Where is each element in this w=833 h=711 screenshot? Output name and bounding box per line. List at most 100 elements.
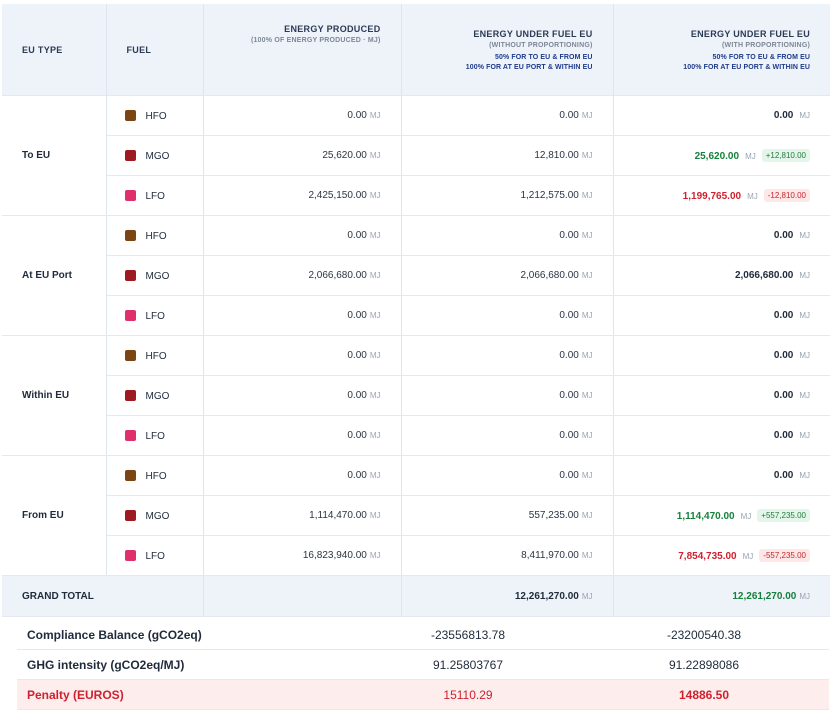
table-row: MGO 0.00 MJ 0.00 MJ 0.00 MJ [2, 375, 830, 416]
fuel-label: MGO [145, 150, 170, 162]
table-row: To EU HFO 0.00 MJ 0.00 MJ 0.00 MJ [2, 95, 830, 216]
energy-produced-value: 0.00 [347, 310, 367, 321]
energy-without-value: 2,066,680.00 [520, 270, 579, 281]
fuel-label: HFO [145, 230, 167, 242]
unit-label: MJ [369, 551, 381, 560]
unit-label: MJ [581, 271, 593, 280]
energy-with-cell: 2,066,680.00 MJ [613, 255, 830, 296]
grand-total-label: GRAND TOTAL [2, 575, 204, 617]
energy-produced-cell: 0.00 MJ [203, 335, 402, 376]
header-without-title: ENERGY UNDER FUEL EU [473, 28, 593, 39]
fuel-cell: LFO [106, 415, 204, 456]
table-row: Within EU HFO 0.00 MJ 0.00 MJ 0.00 MJ [2, 335, 830, 456]
unit-label: MJ [581, 311, 593, 320]
table-row: LFO 0.00 MJ 0.00 MJ 0.00 MJ [2, 415, 830, 456]
grand-total-row: GRAND TOTAL 12,261,270.00 MJ 12,261,270.0… [2, 575, 830, 617]
grand-total-with-value: 12,261,270.00 [732, 590, 797, 602]
energy-without-cell: 0.00 MJ [401, 375, 614, 416]
unit-label: MJ [581, 111, 593, 120]
unit-label: MJ [799, 391, 810, 400]
unit-label: MJ [369, 471, 381, 480]
energy-produced-value: 0.00 [347, 470, 367, 481]
energy-without-value: 0.00 [559, 230, 579, 241]
unit-label: MJ [581, 471, 593, 480]
header-energy-with: ENERGY UNDER FUEL EU (WITH PROPORTIONING… [613, 4, 830, 96]
fuel-color-swatch [124, 349, 136, 361]
energy-with-value: 7,854,735.00 [678, 551, 737, 562]
energy-without-cell: 12,810.00 MJ [401, 135, 614, 176]
unit-label: MJ [581, 231, 593, 240]
energy-produced-cell: 2,425,150.00 MJ [203, 175, 402, 216]
header-produced-sub: (100% OF ENERGY PRODUCED · MJ) [250, 37, 381, 44]
summary-body: Compliance Balance (gCO2eq) -23556813.78-… [17, 620, 829, 710]
unit-label: MJ [799, 311, 810, 320]
energy-produced-cell: 25,620.00 MJ [203, 135, 402, 176]
header-with-note2: 100% FOR AT EU PORT & WITHIN EU [683, 63, 810, 71]
energy-produced-cell: 0.00 MJ [203, 215, 402, 256]
energy-produced-cell: 0.00 MJ [203, 375, 402, 416]
energy-produced-value: 0.00 [347, 390, 367, 401]
energy-produced-value: 2,066,680.00 [308, 270, 367, 281]
fuel-color-swatch [124, 509, 136, 521]
energy-produced-value: 0.00 [347, 350, 367, 361]
fuel-color-swatch [124, 549, 136, 561]
fuel-label: MGO [145, 270, 170, 282]
header-without-note1: 50% FOR TO EU & FROM EU [495, 53, 593, 61]
energy-with-value: 0.00 [773, 390, 794, 401]
energy-produced-value: 16,823,940.00 [302, 550, 367, 561]
energy-without-cell: 8,411,970.00 MJ [401, 535, 614, 576]
unit-label: MJ [581, 391, 593, 400]
energy-produced-cell: 16,823,940.00 MJ [203, 535, 402, 576]
unit-label: MJ [369, 511, 381, 520]
eu-type-cell: To EU [2, 95, 107, 216]
table-row: MGO 2,066,680.00 MJ 2,066,680.00 MJ 2,066,680… [2, 255, 830, 296]
fuel-color-swatch [124, 229, 136, 241]
energy-with-value: 0.00 [773, 310, 794, 321]
energy-without-cell: 0.00 MJ [401, 215, 614, 256]
fuel-cell: HFO [106, 455, 204, 496]
unit-label: MJ [369, 231, 381, 240]
grand-total-produced [203, 575, 402, 617]
energy-without-cell: 2,066,680.00 MJ [401, 255, 614, 296]
summary-label: GHG intensity (gCO2eq/MJ) [17, 649, 357, 680]
energy-table: EU TYPE FUEL ENERGY PRODUCED (100% OF EN… [2, 4, 830, 617]
grand-total-without: 12,261,270.00 MJ [401, 575, 614, 617]
energy-without-cell: 0.00 MJ [401, 455, 614, 496]
header-without-sub: (WITHOUT PROPORTIONING) [489, 41, 593, 49]
energy-without-cell: 0.00 MJ [401, 95, 614, 136]
table-row: LFO 0.00 MJ 0.00 MJ 0.00 MJ [2, 295, 830, 336]
energy-without-value: 0.00 [559, 310, 579, 321]
fuel-cell: HFO [106, 95, 204, 136]
eu-type-cell: From EU [2, 455, 107, 576]
fuel-color-swatch [124, 309, 136, 321]
table-row: LFO 16,823,940.00 MJ 8,411,970.00 MJ 7,854,73… [2, 535, 830, 576]
energy-produced-value: 0.00 [347, 110, 367, 121]
fuel-label: HFO [145, 110, 167, 122]
energy-with-value: 0.00 [773, 350, 794, 361]
fuel-cell: MGO [106, 375, 204, 416]
table-row: From EU HFO 0.00 MJ 0.00 MJ 0.00 MJ [2, 455, 830, 576]
unit-label: MJ [581, 591, 593, 601]
summary-value-without: 15110.29 [357, 679, 579, 710]
unit-label: MJ [747, 192, 758, 201]
energy-with-cell: 0.00 MJ [613, 95, 830, 136]
table-row: At EU Port HFO 0.00 MJ 0.00 MJ 0.00 MJ [2, 215, 830, 336]
fuel-cell: MGO [106, 135, 204, 176]
eu-type-cell: Within EU [2, 335, 107, 456]
unit-label: MJ [799, 231, 810, 240]
header-eu-type: EU TYPE [2, 4, 107, 96]
summary-value-with: 91.22898086 [579, 649, 829, 680]
energy-with-cell: 0.00 MJ [613, 215, 830, 256]
fuel-color-swatch [124, 469, 136, 481]
unit-label: MJ [742, 552, 754, 561]
fuel-label: MGO [145, 510, 170, 522]
summary-value-with: 14886.50 [579, 679, 829, 710]
energy-without-cell: 0.00 MJ [401, 295, 614, 336]
energy-with-value: 0.00 [773, 430, 794, 441]
grand-total-without-value: 12,261,270.00 [514, 590, 579, 602]
unit-label: MJ [369, 271, 381, 280]
unit-label: MJ [369, 431, 381, 440]
energy-without-value: 12,810.00 [534, 150, 579, 161]
fuel-cell: MGO [106, 495, 204, 536]
fuel-color-swatch [124, 109, 136, 121]
